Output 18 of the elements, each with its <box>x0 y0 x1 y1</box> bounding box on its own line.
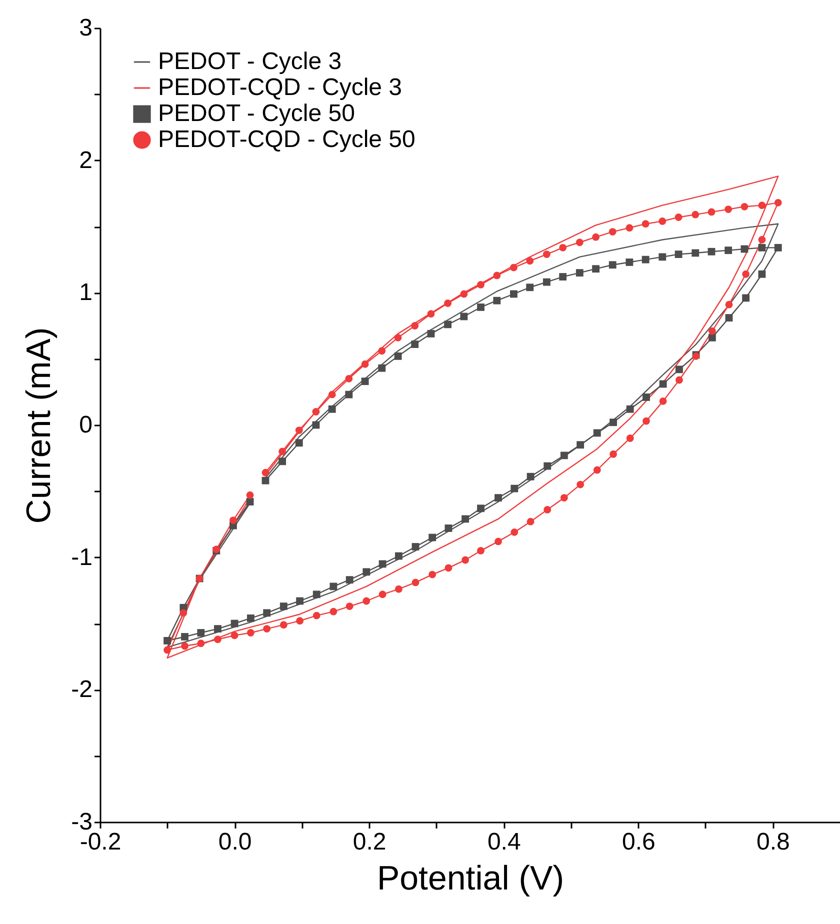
legend-label: PEDOT - Cycle 50 <box>158 100 355 127</box>
x-tick-label: -0.2 <box>80 828 122 856</box>
x-tick-label: 0.2 <box>352 828 386 856</box>
x-axis-title: Potential (V) <box>376 860 564 898</box>
legend-label: PEDOT-CQD - Cycle 3 <box>158 74 402 101</box>
y-tick-label: 0 <box>79 412 92 438</box>
y-tick-label: 3 <box>79 14 92 42</box>
x-tick-label: 0.4 <box>487 828 521 856</box>
x-tick-label: 0.8 <box>756 828 790 856</box>
legend-label: PEDOT-CQD - Cycle 50 <box>158 126 416 153</box>
legend-label: PEDOT - Cycle 3 <box>158 48 342 75</box>
x-tick-label: 0.6 <box>622 828 656 856</box>
y-tick-label: 2 <box>79 146 92 174</box>
y-tick-label: -1 <box>71 544 92 571</box>
x-tick-label: 0.0 <box>218 828 252 856</box>
y-tick-label: -2 <box>71 676 92 704</box>
y-axis-title: Current (mA) <box>20 327 58 524</box>
y-tick-label: 1 <box>79 279 92 306</box>
